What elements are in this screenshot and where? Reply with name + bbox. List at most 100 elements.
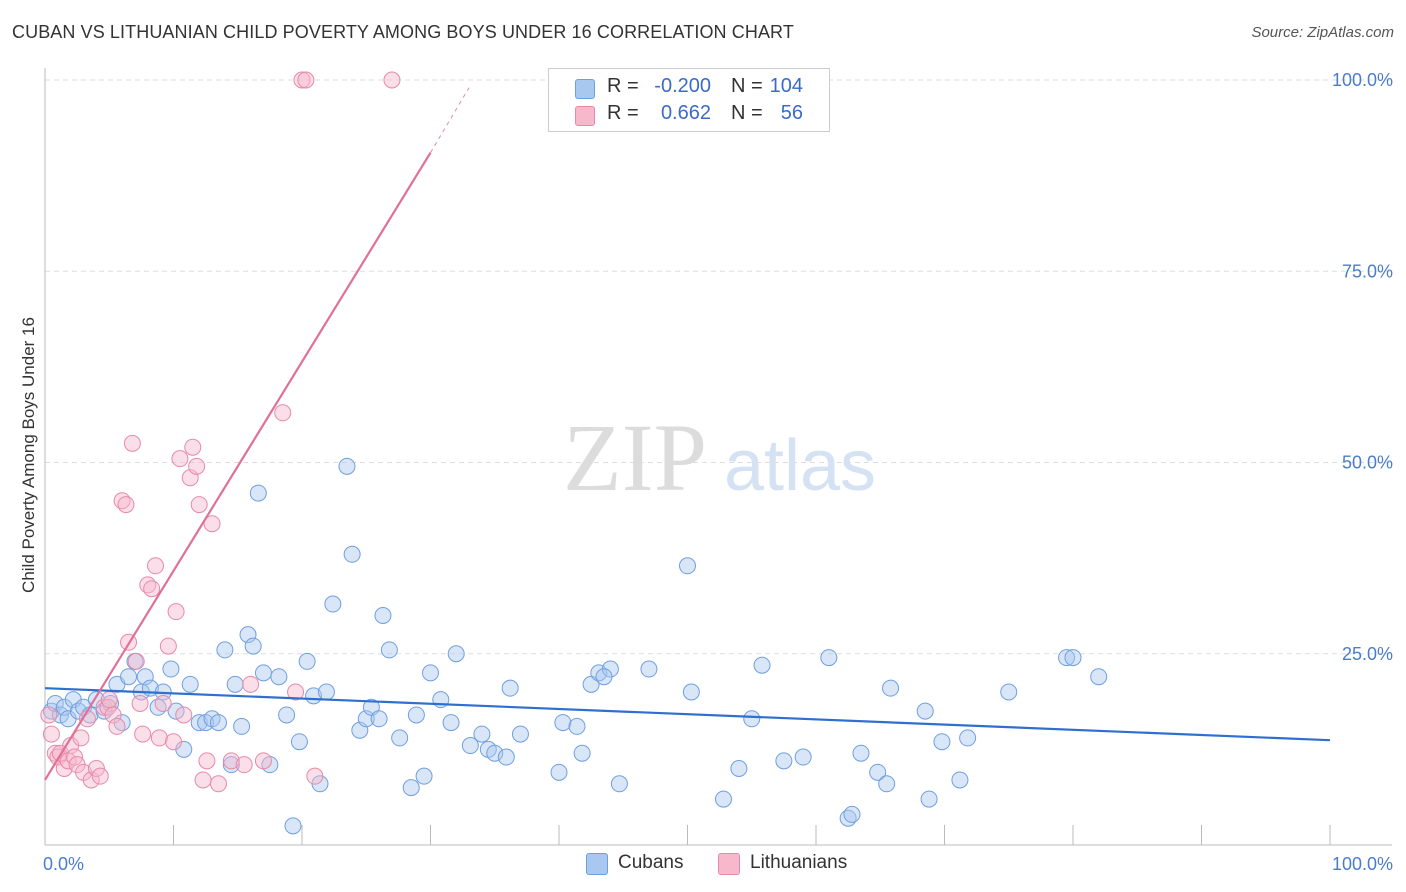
data-point — [167, 603, 185, 621]
data-point — [209, 775, 227, 793]
data-point — [72, 729, 90, 747]
data-point — [226, 675, 244, 693]
data-point — [244, 637, 262, 655]
data-point — [383, 71, 401, 89]
data-point — [497, 748, 515, 766]
data-point — [511, 725, 529, 743]
data-point — [108, 717, 126, 735]
data-point — [175, 706, 193, 724]
data-point — [568, 717, 586, 735]
bottom-legend-swatch-cubans — [586, 853, 608, 875]
data-point — [143, 580, 161, 598]
chart-title: CUBAN VS LITHUANIAN CHILD POVERTY AMONG … — [12, 22, 794, 42]
series-lithuanians — [40, 71, 401, 793]
data-point — [254, 664, 272, 682]
watermark-zip: ZIP — [563, 404, 707, 511]
trend-line-lithuanians — [44, 152, 432, 781]
data-point — [235, 756, 253, 774]
data-point — [100, 691, 118, 709]
data-point — [242, 675, 260, 693]
x-tick-label: 100.0% — [1332, 854, 1393, 874]
legend-swatch-lithuanians — [575, 106, 595, 126]
watermark-atlas: atlas — [724, 426, 876, 506]
data-point — [380, 641, 398, 659]
data-point — [222, 756, 240, 774]
bottom-legend-label-cubans: Cubans — [618, 852, 684, 873]
legend-n-label: N = — [731, 102, 763, 124]
legend-n-value: 104 — [769, 75, 803, 97]
data-point — [188, 457, 206, 475]
data-point — [123, 434, 141, 452]
data-point — [254, 752, 272, 770]
correlation-legend: R = -0.200 N = 104 R = 0.662 N = 56 — [548, 68, 830, 132]
y-tick-label: 50.0% — [1342, 453, 1393, 473]
legend-swatch-cubans — [575, 79, 595, 99]
data-point — [87, 760, 105, 777]
data-point — [959, 729, 977, 747]
data-point — [1090, 668, 1108, 686]
data-point — [233, 717, 251, 735]
data-point — [679, 557, 696, 575]
data-point — [171, 450, 189, 468]
data-point — [610, 775, 628, 793]
data-point — [167, 702, 185, 720]
legend-n-value: 56 — [780, 102, 803, 124]
data-point — [42, 725, 60, 743]
data-point — [338, 457, 356, 475]
data-point — [203, 515, 221, 533]
trend-line-cubans — [44, 687, 1331, 742]
data-point — [194, 771, 212, 789]
data-point — [51, 706, 69, 724]
data-point — [287, 683, 305, 701]
trend-line-lithuanians-extension — [430, 87, 470, 153]
data-point — [402, 779, 420, 797]
data-point — [343, 545, 361, 563]
data-point — [501, 679, 519, 697]
data-point — [882, 679, 900, 697]
data-point — [249, 484, 267, 502]
data-point — [131, 694, 149, 712]
data-point — [190, 714, 208, 732]
data-point — [55, 760, 73, 777]
data-point — [640, 660, 658, 678]
data-point — [127, 652, 145, 670]
data-point — [820, 649, 838, 667]
data-point — [270, 668, 288, 686]
data-point — [1000, 683, 1018, 701]
data-point — [730, 760, 748, 777]
legend-r-value: -0.200 — [654, 75, 711, 97]
series-cubans — [42, 457, 1108, 835]
data-point — [190, 496, 208, 514]
bottom-legend-swatch-lithuanians — [718, 853, 740, 875]
data-point — [117, 496, 135, 514]
data-point — [198, 752, 216, 770]
data-point — [40, 706, 58, 724]
data-point — [284, 817, 302, 835]
chart-source: Source: ZipAtlas.com — [1251, 24, 1394, 41]
data-point — [933, 733, 951, 751]
grid-lines — [45, 79, 1392, 655]
data-point — [159, 637, 177, 655]
data-point — [794, 748, 812, 766]
y-tick-label: 100.0% — [1332, 70, 1393, 90]
data-point — [573, 744, 591, 762]
y-tick-label: 75.0% — [1342, 261, 1393, 281]
data-point — [714, 790, 732, 808]
data-point — [415, 767, 433, 785]
data-point — [324, 595, 342, 613]
data-point — [422, 664, 439, 682]
trend-lines — [44, 87, 1331, 781]
data-point — [878, 775, 896, 793]
data-point — [442, 714, 460, 732]
data-point — [165, 733, 182, 751]
data-point — [775, 752, 793, 770]
data-point — [209, 714, 227, 732]
data-point — [843, 805, 861, 823]
x-tick-label: 0.0% — [43, 854, 84, 874]
data-point — [916, 702, 934, 720]
data-point — [753, 656, 771, 674]
data-point — [120, 668, 138, 686]
data-point — [1064, 649, 1082, 667]
watermark: ZIP atlas — [563, 404, 876, 511]
